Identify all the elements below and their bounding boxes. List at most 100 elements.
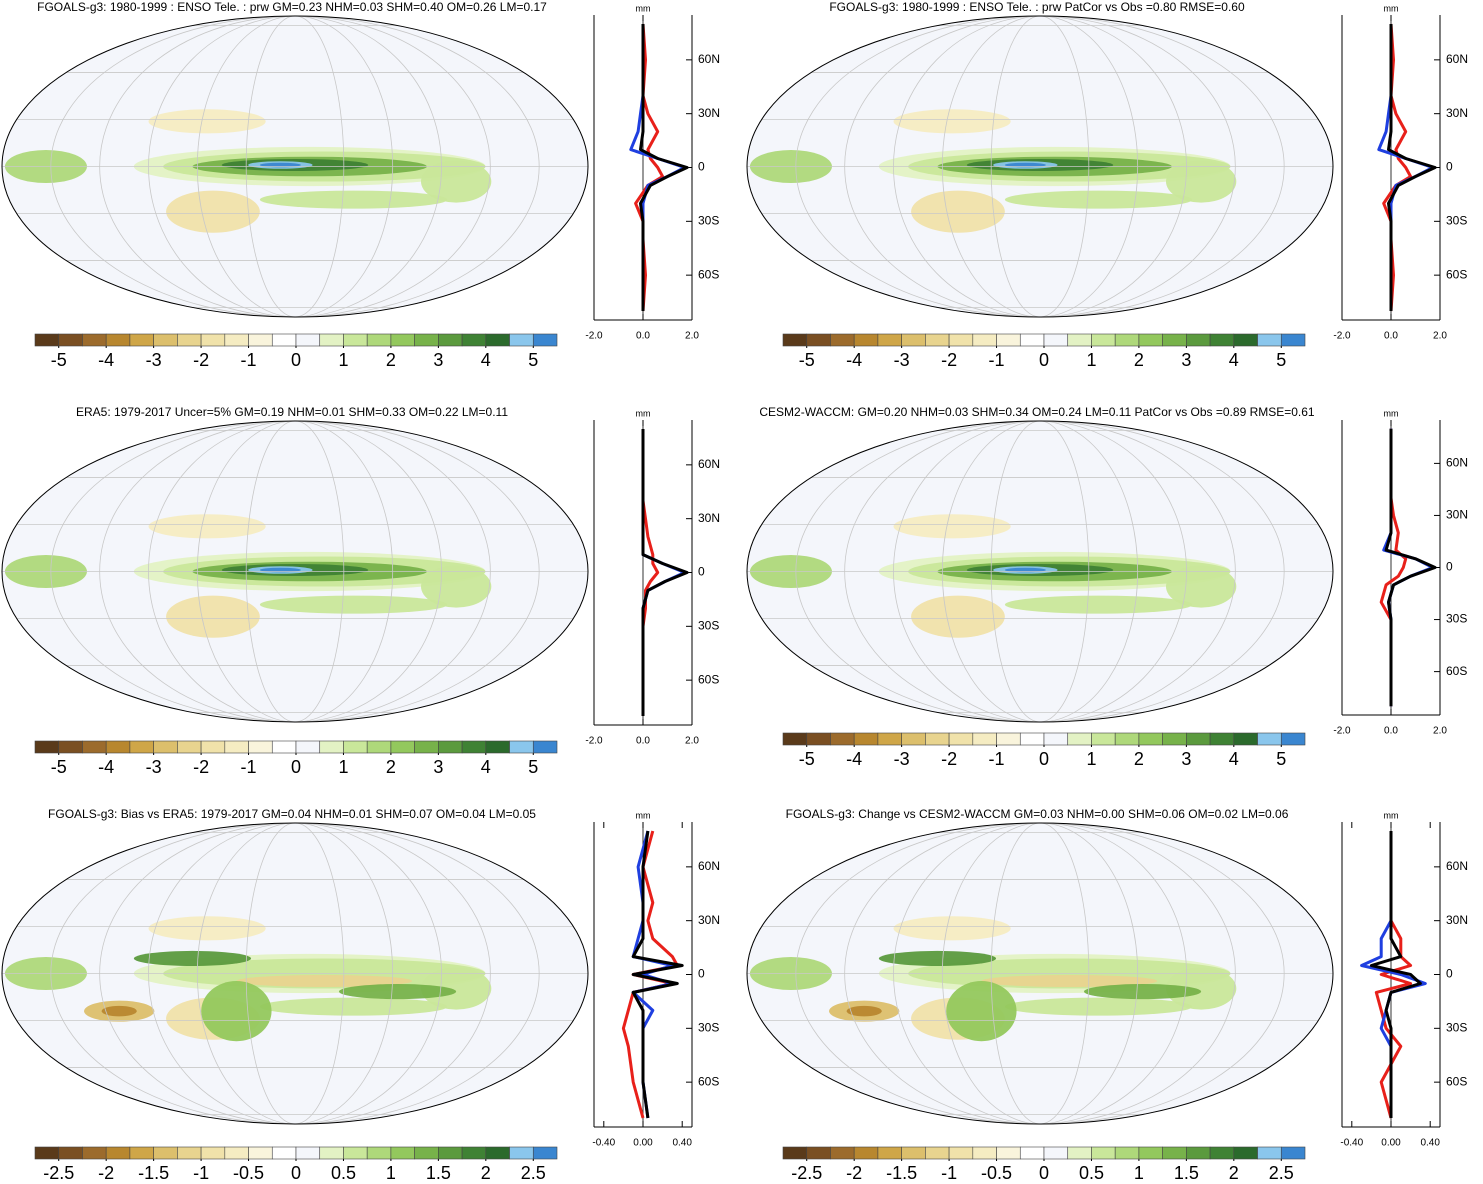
meridian	[148, 421, 442, 722]
shading	[893, 916, 1011, 941]
meridian	[196, 421, 394, 722]
shading	[166, 190, 260, 233]
colorbar-box	[532, 1146, 558, 1160]
colorbar-box	[1019, 333, 1045, 347]
colorbar-box	[1209, 1146, 1235, 1160]
colorbar-box	[1257, 333, 1282, 347]
colorbar-box	[830, 333, 855, 347]
meridian	[941, 823, 1139, 1124]
meridian	[148, 16, 442, 317]
colorbar-box	[532, 333, 558, 347]
colorbar-label: 2	[386, 350, 396, 370]
meridian	[196, 823, 394, 1124]
colorbar-box	[509, 1146, 534, 1160]
colorbar-box	[153, 1146, 178, 1160]
colorbar-box	[877, 732, 902, 746]
colorbar-box	[806, 1146, 831, 1160]
y-tick-label: 30S	[1446, 213, 1467, 227]
panel: FGOALS-g3: Bias vs ERA5: 1979-2017 GM=0.…	[1, 807, 720, 1183]
colorbar-box	[1233, 732, 1258, 746]
y-tick-label: 60S	[698, 1074, 719, 1088]
panel-title: FGOALS-g3: 1980-1999 : ENSO Tele. : prw …	[829, 0, 1245, 14]
y-tick-label: 30N	[1446, 913, 1468, 927]
colorbar-box	[1138, 732, 1163, 746]
colorbar-box	[1114, 333, 1140, 347]
colorbar-label: 0.5	[1079, 1163, 1104, 1179]
y-tick-label: 30N	[1446, 106, 1468, 120]
meridian	[990, 16, 1090, 317]
y-tick-label: 0	[1446, 160, 1453, 174]
colorbar-box	[200, 333, 226, 347]
colorbar-label: 3	[433, 350, 443, 370]
map	[2, 421, 588, 722]
colorbar-box	[1280, 333, 1306, 347]
colorbar-box	[806, 732, 831, 746]
panel: FGOALS-g3: Change vs CESM2-WACCM GM=0.03…	[746, 807, 1468, 1183]
shading	[420, 967, 492, 1010]
colorbar-box	[1233, 1146, 1258, 1160]
shading	[1165, 967, 1237, 1010]
x-tick-label: 0.00	[633, 1138, 653, 1149]
colorbar-box	[177, 740, 202, 754]
colorbar-box	[295, 333, 321, 347]
colorbar-label: -2.5	[43, 1163, 74, 1179]
colorbar-box	[948, 1146, 974, 1160]
colorbar-box	[1091, 333, 1116, 347]
colorbar-box	[948, 732, 974, 746]
meridian	[245, 823, 345, 1124]
colorbar-label: -4	[846, 350, 862, 370]
meridian	[50, 823, 540, 1124]
colorbar-box	[1043, 1146, 1069, 1160]
x-tick-label: -2.0	[585, 331, 603, 342]
y-tick-label: 30S	[698, 213, 719, 227]
colorbar-label: -1	[989, 749, 1005, 769]
shading	[259, 190, 448, 209]
meridian	[795, 16, 1285, 317]
colorbar-box	[853, 1146, 879, 1160]
colorbar-box	[1209, 333, 1235, 347]
y-tick-label: 60S	[1446, 1074, 1467, 1088]
colorbar-box	[129, 333, 154, 347]
colorbar-box	[1043, 333, 1069, 347]
colorbar-box	[343, 333, 368, 347]
meridian	[893, 16, 1187, 317]
y-tick-label: 0	[698, 565, 705, 579]
colorbar-label: -5	[51, 757, 67, 777]
y-tick-label: 60N	[698, 52, 720, 66]
colorbar-label: -3	[894, 350, 910, 370]
colorbar-label: 0	[291, 1163, 301, 1179]
meridian	[99, 16, 491, 317]
shading	[878, 950, 997, 966]
colorbar-box	[509, 740, 534, 754]
colorbar-label: 5	[528, 350, 538, 370]
colorbar-box	[853, 732, 879, 746]
shading	[420, 565, 492, 608]
shading	[101, 1005, 137, 1017]
x-tick-label: -2.0	[1333, 726, 1351, 737]
panel-title: CESM2-WACCM: GM=0.20 NHM=0.03 SHM=0.34 O…	[759, 405, 1315, 419]
colorbar-box	[1186, 333, 1211, 347]
shading	[981, 975, 1158, 988]
y-tick-label: 60N	[698, 859, 720, 873]
colorbar-label: 1	[338, 350, 348, 370]
x-tick-label: 2.0	[685, 331, 699, 342]
colorbar-box	[1186, 1146, 1211, 1160]
colorbar-box	[58, 1146, 83, 1160]
map	[2, 823, 588, 1124]
colorbar-box	[461, 740, 487, 754]
colorbar-box	[1257, 732, 1282, 746]
shading	[946, 981, 1017, 1042]
panel: FGOALS-g3: 1980-1999 : ENSO Tele. : prw …	[1, 0, 720, 370]
colorbar-box	[366, 333, 392, 347]
colorbar-box	[461, 333, 487, 347]
profile-line	[1387, 24, 1437, 311]
y-tick-label: 30N	[698, 913, 720, 927]
shading	[1004, 997, 1193, 1016]
map-border	[1, 420, 589, 723]
shading	[338, 984, 457, 1000]
meridian	[844, 421, 1236, 722]
colorbar-box	[806, 333, 831, 347]
colorbar-box	[782, 732, 808, 746]
colorbar-box	[34, 740, 60, 754]
